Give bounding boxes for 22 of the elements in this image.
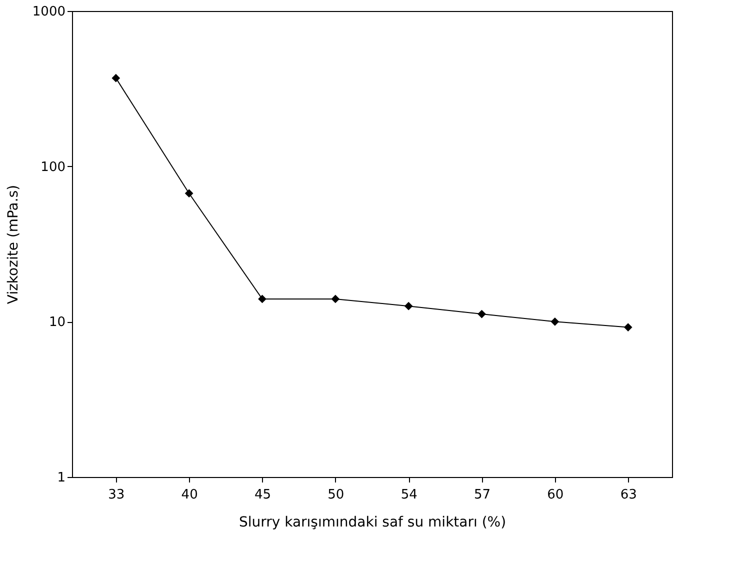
x-tick-label: 60 — [547, 488, 564, 502]
y-tick-label: 1000 — [32, 4, 66, 20]
point — [624, 323, 632, 332]
x-axis-title: Slurry karışımındaki saf su miktarı (%) — [238, 514, 506, 530]
y-axis-title: Vizkozite (mPa.s) — [5, 184, 22, 304]
y-tick-label: 1 — [57, 470, 66, 486]
point — [331, 294, 340, 304]
point — [258, 294, 266, 304]
x-tick-label: 63 — [620, 488, 637, 502]
x-tick-label: 45 — [254, 488, 272, 502]
point — [478, 310, 486, 318]
point — [112, 74, 120, 82]
x-tick-label: 33 — [108, 488, 125, 502]
point — [550, 317, 560, 326]
x-tick-label: 40 — [181, 488, 198, 502]
y-tick-label: 100 — [40, 160, 66, 175]
point — [184, 189, 194, 198]
x-tick-label: 54 — [400, 488, 418, 502]
x-tick-label: 57 — [474, 488, 491, 502]
x-tick-label: 50 — [328, 488, 344, 502]
point — [404, 302, 413, 310]
y-tick-label: 10 — [48, 315, 66, 330]
